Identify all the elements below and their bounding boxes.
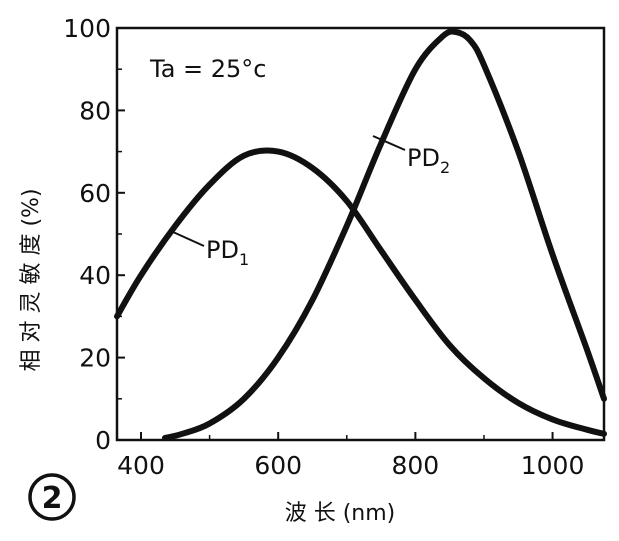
x-tick-label: 1000 — [521, 451, 585, 480]
x-axis-ticks: 400 600 800 1000 — [117, 432, 584, 480]
y-tick-label: 0 — [95, 426, 111, 455]
y-tick-label: 80 — [79, 96, 111, 125]
x-axis-title: 波 长 (nm) — [285, 501, 396, 526]
y-axis-title: 相 对 灵 敏 度 (%) — [19, 188, 44, 371]
series-label-pd1: PD1 — [172, 231, 249, 269]
series-label-pd2: PD2 — [372, 135, 450, 177]
series-layer — [114, 28, 607, 441]
series-line-pd1 — [114, 147, 607, 437]
series-label-pd2-subscript: 2 — [440, 158, 450, 177]
series-label-pd1-name: PD — [206, 236, 239, 264]
y-axis-ticks: 0 20 40 60 80 100 — [63, 14, 125, 455]
figure-number-text: 2 — [42, 481, 63, 516]
series-label-pd2-text: PD2 — [407, 144, 450, 177]
series-label-pd2-name: PD — [407, 144, 440, 172]
x-tick-label: 600 — [254, 451, 302, 480]
y-tick-label: 20 — [79, 344, 111, 373]
figure-number-badge: 2 — [28, 473, 76, 521]
series-label-pd1-subscript: 1 — [239, 250, 249, 269]
series-line-pd2 — [162, 28, 607, 441]
leader-line-pd2 — [372, 135, 406, 151]
y-tick-label: 40 — [79, 261, 111, 290]
leader-line-pd1 — [172, 231, 205, 247]
series-label-pd1-text: PD1 — [206, 236, 249, 269]
plot-border — [115, 26, 606, 442]
plot-frame — [115, 26, 606, 442]
y-tick-label: 100 — [63, 14, 111, 43]
figure-number-circle — [28, 473, 76, 521]
x-tick-label: 800 — [392, 451, 440, 480]
y-tick-label: 60 — [79, 179, 111, 208]
x-tick-label: 400 — [117, 451, 165, 480]
temperature-annotation: Ta = 25°c — [149, 55, 267, 83]
